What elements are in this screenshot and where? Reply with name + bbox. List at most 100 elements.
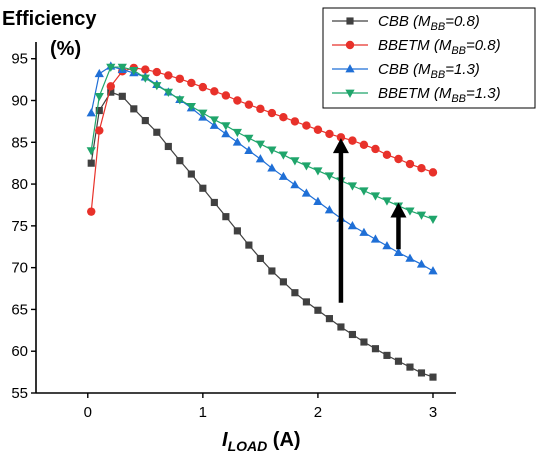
y-tick-label: 65 xyxy=(11,301,28,318)
data-point xyxy=(141,65,150,74)
data-point xyxy=(429,373,437,381)
data-point xyxy=(210,198,218,207)
data-point xyxy=(107,88,115,96)
data-point xyxy=(291,289,299,297)
x-axis-label: ILOAD (A) xyxy=(222,429,301,454)
legend-label-tail: =1.3) xyxy=(445,61,480,78)
data-point xyxy=(406,363,414,371)
arrow-annotation xyxy=(332,138,349,303)
legend-label-tail: =0.8) xyxy=(445,13,480,30)
series-line xyxy=(90,91,434,378)
x-tick-label: 1 xyxy=(199,404,207,421)
data-point xyxy=(302,298,310,306)
legend-entry: BBETM (MBB=0.8) xyxy=(332,37,501,57)
data-point xyxy=(244,134,254,143)
arrow-head xyxy=(332,138,349,154)
data-point xyxy=(313,125,323,134)
data-point xyxy=(210,87,219,96)
data-point xyxy=(348,330,357,339)
y-tick-label: 70 xyxy=(11,260,28,277)
data-point xyxy=(244,100,254,109)
data-point xyxy=(209,116,219,125)
data-point xyxy=(279,278,287,286)
y-tick-label: 60 xyxy=(11,343,28,360)
data-point xyxy=(187,170,195,178)
legend-label-subscript: BB xyxy=(431,69,446,81)
data-point xyxy=(290,117,300,126)
x-axis-label-subscript: LOAD xyxy=(228,438,268,454)
data-point xyxy=(245,241,253,249)
legend-label-text: BBETM (M xyxy=(378,85,452,102)
data-point xyxy=(337,323,345,331)
data-point xyxy=(106,82,115,91)
data-point xyxy=(416,259,427,268)
data-point xyxy=(301,162,312,171)
data-point xyxy=(198,82,208,92)
data-point xyxy=(382,150,392,160)
data-point xyxy=(393,247,404,256)
arrow-annotation xyxy=(390,202,407,250)
data-point xyxy=(302,121,311,130)
data-point xyxy=(163,88,173,97)
y-tick-label: 75 xyxy=(11,218,28,235)
data-point xyxy=(175,96,185,105)
series-1 xyxy=(87,88,437,381)
legend: CBB (MBB=0.8)BBETM (MBB=0.8)CBB (MBB=1.3… xyxy=(322,7,536,109)
data-point xyxy=(87,207,96,216)
data-point xyxy=(233,96,242,105)
data-point xyxy=(416,211,427,220)
y-tick-label: 85 xyxy=(11,134,28,151)
data-point xyxy=(290,157,300,166)
data-point xyxy=(405,253,415,262)
data-point xyxy=(313,167,323,176)
data-point xyxy=(140,74,150,83)
data-point xyxy=(187,78,196,88)
data-point xyxy=(267,146,277,155)
data-point xyxy=(290,180,300,189)
annotation-layer xyxy=(332,138,407,303)
data-point xyxy=(221,122,231,131)
data-point xyxy=(232,137,242,146)
x-tick-label: 0 xyxy=(84,404,92,421)
data-point xyxy=(370,234,381,243)
data-point xyxy=(301,188,312,197)
data-point xyxy=(176,157,184,165)
data-point xyxy=(94,92,104,102)
series-layer xyxy=(86,61,438,381)
data-point xyxy=(336,133,346,142)
legend-marker xyxy=(345,40,355,50)
data-point xyxy=(232,128,242,138)
y-tick-label: 90 xyxy=(11,93,28,110)
legend-label-subscript: BB xyxy=(451,45,466,57)
data-point xyxy=(152,82,162,91)
data-point xyxy=(164,142,172,151)
legend-label-tail: =1.3) xyxy=(466,85,501,102)
data-point xyxy=(417,163,426,173)
data-point xyxy=(383,351,391,359)
data-point xyxy=(267,163,277,172)
data-point xyxy=(347,182,358,191)
x-tick-label: 3 xyxy=(429,404,437,421)
legend-entry: BBETM (MBB=1.3) xyxy=(332,85,501,105)
data-point xyxy=(405,207,415,216)
data-point xyxy=(221,129,231,138)
data-point xyxy=(348,136,357,145)
data-point xyxy=(325,129,334,139)
legend-marker xyxy=(346,17,354,25)
y-axis-label: Efficiency xyxy=(2,8,97,30)
data-point xyxy=(141,116,149,125)
legend-label-tail: =0.8) xyxy=(466,37,501,54)
data-point xyxy=(255,140,266,149)
data-point xyxy=(324,172,335,181)
data-point xyxy=(186,102,196,112)
data-point xyxy=(86,147,96,156)
data-point xyxy=(371,345,380,353)
data-point xyxy=(313,196,323,205)
data-point xyxy=(256,104,265,114)
data-point xyxy=(87,159,95,167)
legend-marker xyxy=(345,89,355,98)
legend-label: CBB (MBB=1.3) xyxy=(378,61,480,81)
x-axis-label-main: I xyxy=(222,429,228,451)
data-point xyxy=(118,92,126,100)
legend-entry: CBB (MBB=1.3) xyxy=(332,61,480,81)
